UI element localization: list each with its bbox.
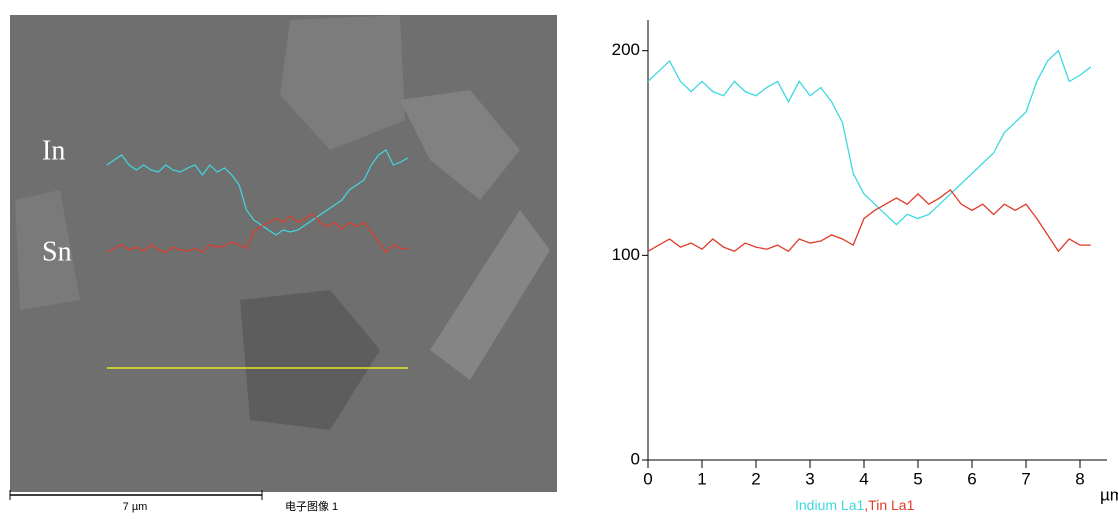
x-unit: µm (1100, 485, 1118, 504)
legend-entry: Indium La1 (795, 497, 864, 513)
scale-bar-label: 7 µm (123, 501, 148, 513)
legend: Indium La1,Tin La1 (795, 497, 915, 513)
x-tick-label: 5 (913, 469, 922, 488)
element-label: Sn (42, 236, 72, 267)
series-line (647, 188, 1091, 253)
element-label: In (42, 135, 65, 166)
legend-separator: , (864, 497, 868, 513)
overlay-line (106, 212, 408, 254)
x-tick-label: 0 (643, 469, 652, 488)
y-tick-label: 200 (612, 40, 640, 59)
grain (430, 210, 550, 380)
x-tick-label: 8 (1075, 469, 1084, 488)
grain (280, 15, 405, 150)
y-tick-label: 100 (612, 245, 640, 264)
x-tick-label: 3 (805, 469, 814, 488)
series-line (647, 49, 1092, 226)
legend-entry: Tin La1 (868, 497, 914, 513)
x-tick-label: 1 (697, 469, 706, 488)
y-tick-label: 0 (631, 449, 640, 468)
image-caption: 电子图像 1 (285, 500, 338, 513)
x-tick-label: 7 (1021, 469, 1030, 488)
x-tick-label: 6 (967, 469, 976, 488)
overlay-line (106, 149, 409, 236)
grain (400, 90, 520, 200)
x-tick-label: 2 (751, 469, 760, 488)
x-tick-label: 4 (859, 469, 868, 488)
grain (15, 190, 80, 310)
grain (240, 290, 380, 430)
